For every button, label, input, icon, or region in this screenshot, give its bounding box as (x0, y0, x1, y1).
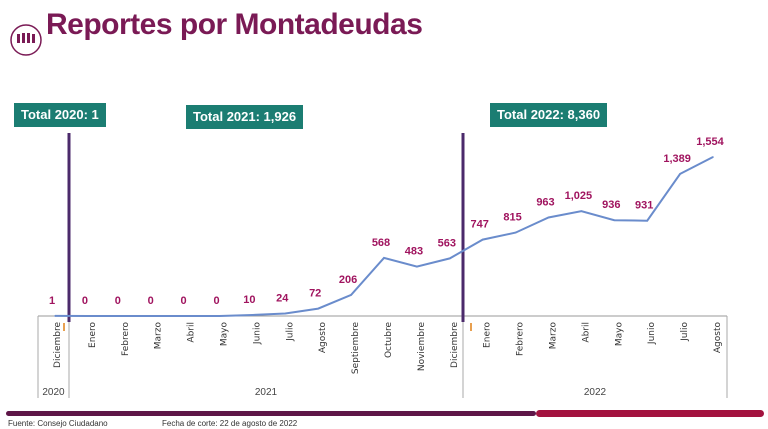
data-point (251, 314, 254, 316)
x-tick-label: Noviembre (417, 322, 427, 372)
year-label: 2022 (584, 387, 607, 398)
total-2020-badge: Total 2020: 1 (14, 103, 106, 127)
data-label: 747 (471, 219, 489, 231)
data-label: 1 (49, 295, 55, 307)
data-point (679, 173, 681, 175)
data-label: 815 (503, 212, 521, 224)
page-title: Reportes por Montadeudas (46, 8, 423, 41)
data-point (712, 156, 714, 158)
x-tick-label: Junio (252, 322, 262, 346)
x-tick-label: Agosto (318, 322, 328, 354)
x-tick-label: Mayo (220, 322, 230, 347)
data-label: 0 (148, 295, 154, 307)
footer-bar-accent (536, 410, 764, 417)
data-label: 483 (405, 246, 423, 258)
data-point (350, 294, 352, 296)
x-tick-label: Agosto (713, 322, 723, 354)
data-label: 24 (276, 293, 289, 305)
data-point (120, 315, 122, 317)
x-tick-label: Enero (483, 322, 493, 348)
data-point (449, 257, 451, 260)
data-label: 0 (115, 295, 121, 307)
x-tick-label: Julio (680, 322, 690, 342)
data-point (481, 238, 484, 241)
data-label: 1,389 (663, 153, 691, 165)
data-label: 963 (536, 196, 554, 208)
data-label: 1,554 (696, 136, 724, 148)
total-2021-badge: Total 2021: 1,926 (186, 105, 304, 129)
data-label: 568 (372, 237, 390, 249)
year-label: 2020 (42, 387, 65, 398)
total-2022-badge: Total 2022: 8,360 (490, 103, 608, 127)
x-tick-label: Marzo (549, 322, 559, 350)
data-point (185, 315, 188, 317)
footer-bar (6, 411, 536, 416)
data-point (54, 315, 56, 317)
data-label: 0 (82, 295, 88, 307)
data-label: 563 (438, 237, 456, 249)
data-point (284, 312, 287, 315)
data-point (580, 210, 583, 212)
data-label: 206 (339, 274, 357, 286)
x-tick-label: Abril (581, 322, 591, 343)
data-label: 1,025 (565, 190, 593, 202)
data-label: 0 (213, 295, 219, 307)
data-point (646, 219, 648, 222)
x-tick-label: Enero (88, 322, 98, 348)
data-point (514, 231, 517, 234)
x-tick-label: Octubre (384, 322, 394, 358)
data-point (218, 315, 221, 317)
x-tick-label: Mayo (614, 322, 624, 347)
data-point (547, 216, 550, 219)
consejo-ciudadano-logo (10, 24, 42, 56)
cutoff-date-text: Fecha de corte: 22 de agosto de 2022 (162, 419, 298, 428)
data-point (416, 265, 418, 268)
data-label: 10 (243, 294, 255, 306)
x-tick-label: Febrero (516, 322, 526, 356)
data-point (152, 315, 155, 317)
x-tick-label: Junio (647, 322, 657, 346)
tick-marker (470, 323, 472, 331)
x-tick-label: Abril (187, 322, 197, 343)
x-tick-label: Diciembre (53, 322, 63, 368)
x-tick-label: Febrero (121, 322, 131, 356)
data-point (383, 257, 385, 259)
source-text: Fuente: Consejo Ciudadano (8, 419, 108, 428)
data-label: 931 (635, 200, 653, 212)
data-label: 936 (602, 199, 620, 211)
data-point (317, 307, 320, 310)
x-tick-label: Diciembre (450, 322, 460, 368)
data-label: 0 (181, 295, 187, 307)
data-point (87, 315, 89, 317)
x-tick-label: Julio (285, 322, 295, 342)
x-tick-label: Septiembre (351, 322, 361, 375)
tick-marker (63, 323, 65, 331)
year-label: 2021 (255, 387, 278, 398)
data-point (613, 219, 616, 222)
data-label: 72 (309, 288, 321, 300)
x-tick-label: Marzo (154, 322, 164, 350)
